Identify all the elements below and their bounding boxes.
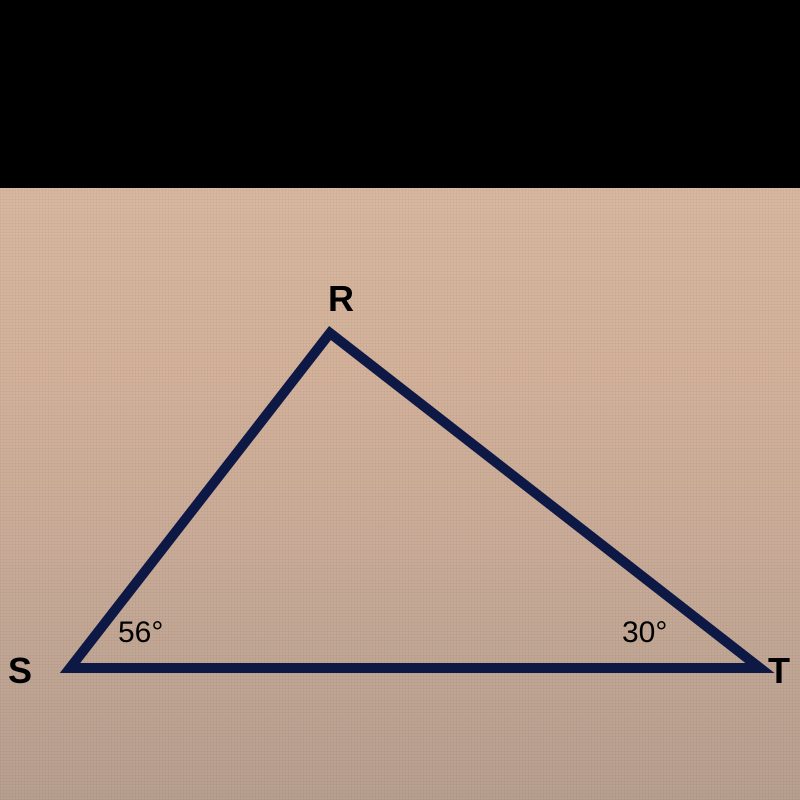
vertex-label-r: R — [328, 278, 354, 320]
triangle-diagram: R S T 56° 30° — [0, 188, 800, 800]
top-black-band — [0, 0, 800, 188]
image-container: R S T 56° 30° — [0, 0, 800, 800]
angle-label-t: 30° — [622, 616, 667, 650]
vertex-label-t: T — [768, 650, 790, 692]
vertex-label-s: S — [8, 650, 32, 692]
triangle-shape — [0, 188, 800, 800]
angle-label-s: 56° — [118, 616, 163, 650]
